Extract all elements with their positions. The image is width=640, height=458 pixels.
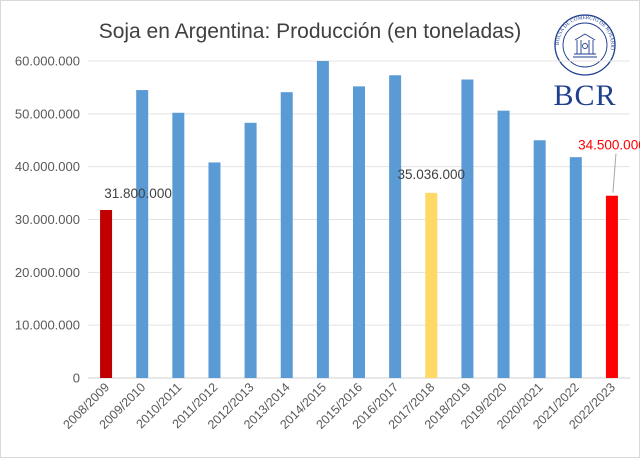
bar xyxy=(533,140,546,378)
logo-text: BCR xyxy=(553,79,616,110)
y-tick-label: 30.000.000 xyxy=(15,212,80,227)
bar xyxy=(389,75,402,378)
logo-emblem-icon xyxy=(573,33,597,58)
bar xyxy=(100,209,113,378)
bar xyxy=(353,86,365,379)
x-axis-ticks: 2008/20092009/20102010/20112011/20122012… xyxy=(61,380,619,432)
bar xyxy=(605,195,618,378)
bar xyxy=(172,112,185,378)
bar xyxy=(244,122,257,378)
data-label: 34.500.000 xyxy=(578,138,640,153)
bar xyxy=(136,90,149,378)
y-axis-ticks: 0 10.000.000 20.000.000 30.000.000 40.000.00… xyxy=(15,54,80,386)
bar xyxy=(316,61,329,378)
bar xyxy=(280,92,293,379)
bar xyxy=(497,110,510,378)
y-tick-label: 20.000.000 xyxy=(15,265,80,280)
y-tick-label: 40.000.000 xyxy=(15,159,80,174)
bar xyxy=(461,79,474,378)
logo-seal-outer-ring xyxy=(554,14,616,76)
bars xyxy=(100,61,618,379)
bcr-logo: BOLSA DE COMERCIO DE ROSARIO BCR xyxy=(553,14,616,110)
y-tick-label: 50.000.000 xyxy=(15,106,80,121)
data-label: 35.036.000 xyxy=(397,167,465,182)
bar xyxy=(425,192,438,378)
logo-seal-inner-ring xyxy=(562,22,608,68)
y-tick-label: 10.000.000 xyxy=(15,318,80,333)
bar xyxy=(208,162,221,378)
y-tick-label: 60.000.000 xyxy=(15,54,80,69)
chart-title: Soja en Argentina: Producción (en tonela… xyxy=(98,20,522,43)
y-tick-label: 0 xyxy=(73,371,80,386)
bar xyxy=(569,157,582,378)
data-labels: 31.800.000 35.036.000 34.500.000 xyxy=(104,138,640,201)
data-label-leader-line xyxy=(612,153,617,193)
data-label: 31.800.000 xyxy=(104,186,172,201)
